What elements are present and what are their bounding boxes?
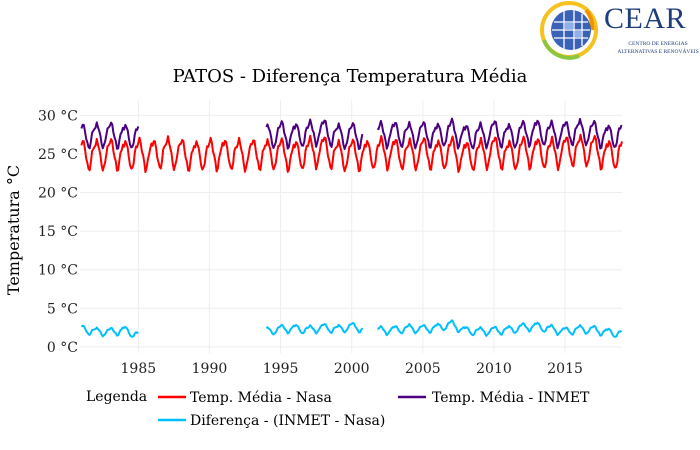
series-line-nasa-segment-0: [80, 133, 623, 174]
globe-icon: [540, 1, 598, 60]
y-tick-label: 20 °C: [38, 186, 78, 202]
x-tick-label: 1985: [121, 361, 157, 377]
y-axis-ticks: 0 °C 5 °C 10 °C 15 °C 20 °C 25 °C 30 °C: [38, 108, 78, 355]
legend[interactable]: Legenda Temp. Média - Nasa Temp. Média -…: [86, 389, 590, 429]
y-tick-label: 0 °C: [47, 340, 78, 356]
x-tick-label: 2015: [547, 361, 583, 377]
series-line-diff-segment-1: [265, 321, 364, 336]
logo-wordmark: CEAR: [604, 2, 687, 35]
x-tick-label: 2010: [476, 361, 512, 377]
logo-subtitle: CENTRO DE ENERGIAS ALTERNATIVAS E RENOVÁ…: [616, 40, 700, 56]
legend-label-inmet: Temp. Média - INMET: [432, 390, 590, 406]
y-tick-label: 30 °C: [38, 108, 78, 124]
legend-label-nasa: Temp. Média - Nasa: [190, 390, 332, 406]
legend-item-inmet[interactable]: Temp. Média - INMET: [398, 390, 590, 406]
series-line-inmet-segment-2: [376, 117, 623, 150]
legend-title: Legenda: [86, 389, 147, 405]
legend-item-diff[interactable]: Diferença - (INMET - Nasa): [158, 413, 385, 429]
series-line-diff-segment-0: [80, 324, 139, 338]
x-tick-label: 2005: [405, 361, 441, 377]
series-line-diff-segment-2: [377, 319, 623, 338]
logo-subtitle-line1: CENTRO DE ENERGIAS: [628, 41, 688, 47]
y-tick-label: 10 °C: [38, 263, 78, 279]
logo-subtitle-line2: ALTERNATIVAS E RENOVÁVEIS: [617, 49, 699, 55]
y-tick-label: 25 °C: [38, 147, 78, 163]
y-tick-label: 15 °C: [38, 224, 78, 240]
y-axis-label: Temperatura °C: [4, 165, 23, 295]
series-line-inmet-segment-1: [265, 118, 364, 151]
legend-item-nasa[interactable]: Temp. Média - Nasa: [158, 390, 332, 406]
x-tick-label: 2000: [334, 361, 370, 377]
x-tick-label: 1990: [192, 361, 228, 377]
series-line-inmet-segment-0: [80, 121, 140, 150]
cear-logo: CEAR CENTRO DE ENERGIAS ALTERNATIVAS E R…: [534, 0, 700, 62]
x-axis-ticks: 1985 1990 1995 2000 2005 2010 2015: [121, 361, 583, 377]
legend-label-diff: Diferença - (INMET - Nasa): [190, 413, 385, 429]
y-tick-label: 5 °C: [47, 301, 78, 317]
x-tick-label: 1995: [263, 361, 299, 377]
chart-title: PATOS - Diferença Temperatura Média: [173, 66, 528, 87]
series-lines: [80, 117, 623, 338]
